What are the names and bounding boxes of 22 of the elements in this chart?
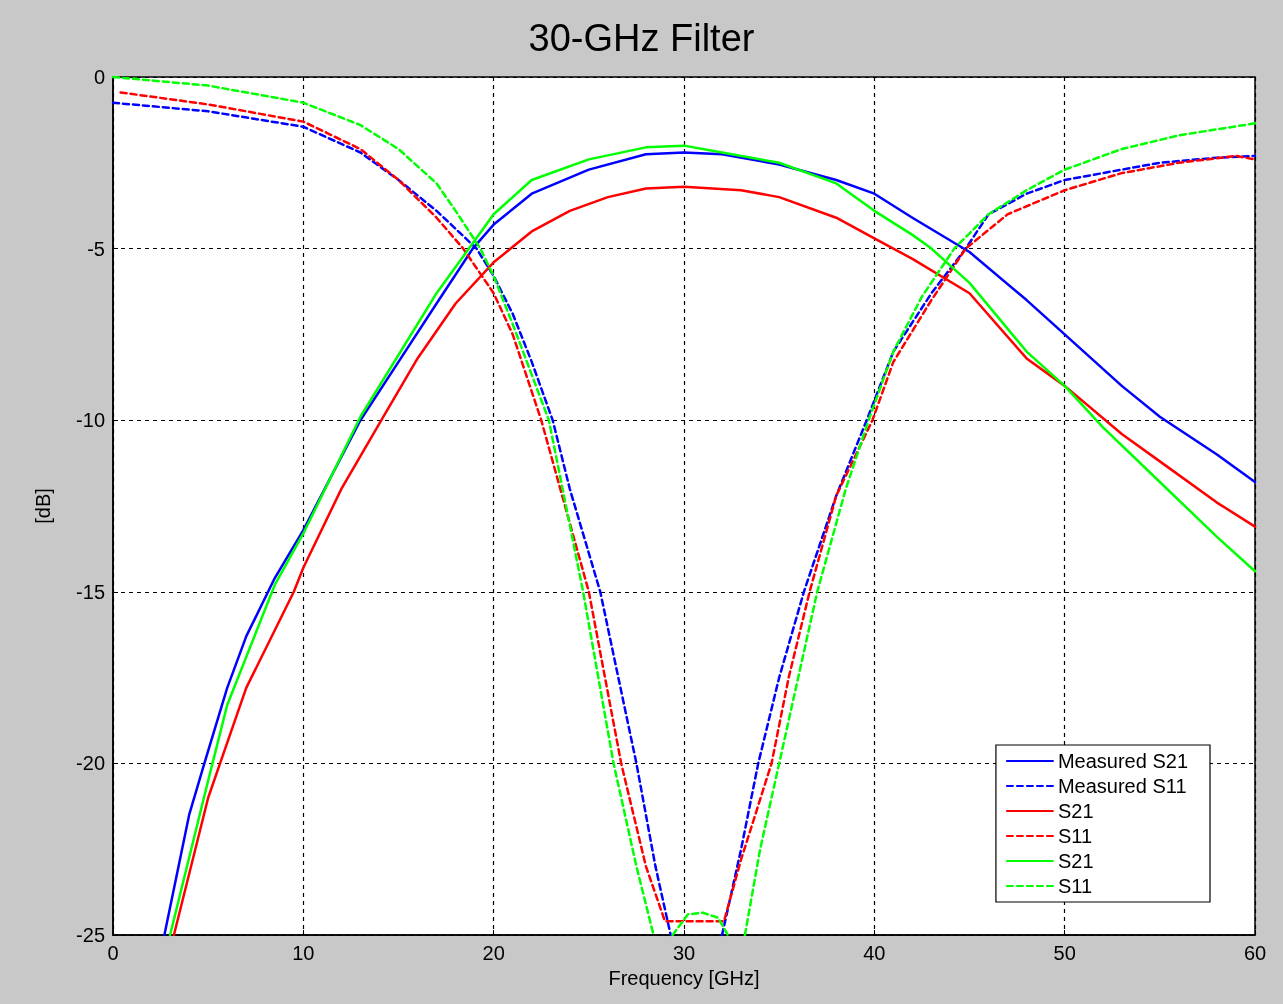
y-tick-label: -15 xyxy=(76,580,105,603)
legend-label: S11 xyxy=(1057,825,1093,847)
x-tick-label: 50 xyxy=(1053,942,1076,964)
y-tick-label: -20 xyxy=(76,752,105,775)
y-tick-label: -25 xyxy=(76,924,105,946)
x-tick-label: 10 xyxy=(292,942,315,964)
y-tick-label: -10 xyxy=(76,409,105,432)
legend-label: S21 xyxy=(1057,800,1094,822)
y-axis-title: [dB] xyxy=(32,488,54,524)
legend-label: Measured S21 xyxy=(1057,750,1188,772)
legend-label: Measured S11 xyxy=(1057,775,1187,797)
x-axis-title: Frequency [GHz] xyxy=(608,966,760,989)
y-tick-label: 0 xyxy=(93,66,105,88)
legend-label: S21 xyxy=(1057,850,1094,872)
x-tick-label: 30 xyxy=(672,942,696,964)
chart-title: 30-GHz Filter xyxy=(528,17,755,59)
x-tick-label: 0 xyxy=(107,942,119,964)
x-tick-label: 60 xyxy=(1243,942,1267,964)
x-tick-label: 40 xyxy=(863,942,886,964)
legend-label: S11 xyxy=(1057,875,1093,897)
x-tick-label: 20 xyxy=(482,942,505,964)
y-tick-label: -5 xyxy=(87,237,105,260)
